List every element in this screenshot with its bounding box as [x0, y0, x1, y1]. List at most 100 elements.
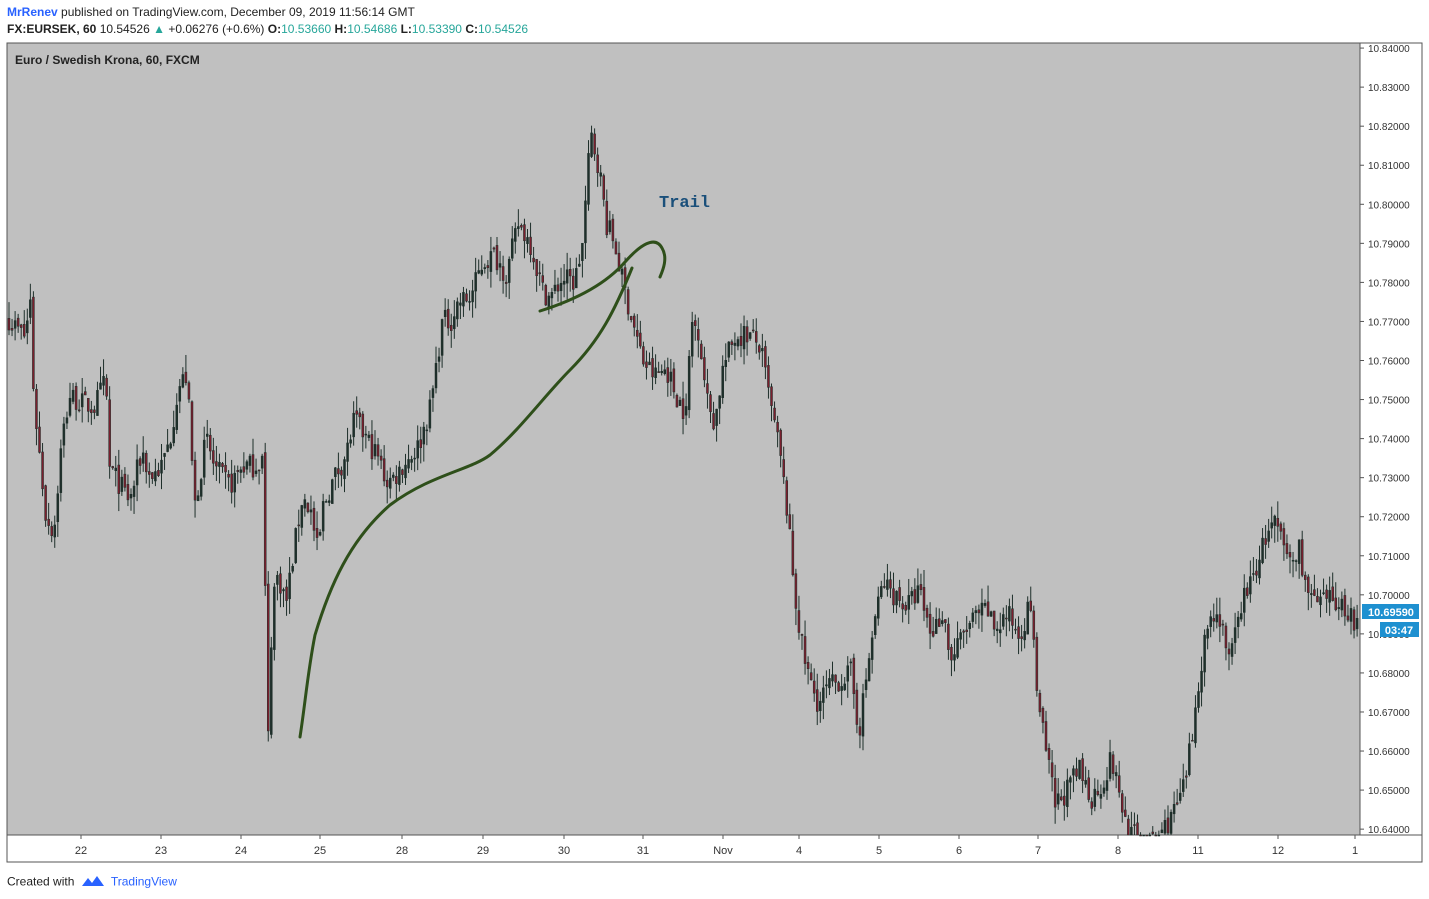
candle-body	[1273, 515, 1276, 526]
candle-body	[1322, 592, 1325, 594]
candle-body	[1114, 772, 1118, 777]
candle-50	[160, 444, 163, 490]
candle-body	[889, 579, 892, 589]
time-axis[interactable]	[6, 834, 1423, 863]
candle-body	[1014, 628, 1017, 631]
candle-body	[535, 259, 538, 277]
x-tick-label-4: 28	[396, 845, 408, 857]
candle-body	[633, 315, 636, 328]
candle-body	[901, 603, 904, 610]
candle-body	[422, 426, 426, 445]
candle-body	[883, 586, 886, 588]
candle-body	[992, 610, 996, 630]
candle-387	[1188, 732, 1191, 777]
candle-body	[742, 326, 746, 350]
candle-body	[898, 587, 901, 601]
candle-360	[1105, 767, 1109, 800]
candle-158	[489, 236, 493, 288]
publish-info: MrRenev published on TradingView.com, De…	[7, 5, 415, 19]
candle-body	[349, 439, 352, 444]
candle-215	[663, 360, 666, 376]
candle-body	[568, 268, 572, 277]
candle-body	[562, 280, 566, 285]
candle-body	[224, 464, 227, 473]
candle-body	[843, 683, 846, 691]
candle-221	[681, 381, 685, 435]
candle-21	[71, 383, 75, 405]
price-axis[interactable]	[1359, 42, 1423, 836]
candle-40	[129, 488, 133, 511]
candle-67	[212, 437, 215, 475]
candle-105	[328, 494, 331, 507]
candle-37	[120, 469, 124, 496]
candle-117	[364, 425, 368, 449]
candle-body	[209, 434, 212, 452]
candle-body	[328, 500, 331, 503]
candle-body	[108, 399, 111, 467]
candle-body	[825, 684, 828, 687]
candle-body	[599, 172, 602, 177]
candle-35	[114, 455, 117, 487]
candle-body	[1020, 636, 1023, 639]
candle-122	[379, 449, 383, 470]
candle-51	[163, 452, 166, 470]
candle-88	[276, 570, 279, 601]
candle-body	[962, 630, 965, 633]
candle-body	[687, 356, 691, 411]
candle-body	[1145, 834, 1148, 837]
candle-body	[315, 528, 319, 538]
candle-440	[1349, 597, 1353, 635]
candle-58	[184, 354, 188, 386]
candle-body	[721, 365, 724, 398]
candle-body	[666, 367, 670, 383]
candle-body	[1066, 779, 1069, 807]
candle-body	[35, 388, 38, 430]
candle-172	[532, 246, 535, 270]
candle-body	[669, 371, 673, 382]
candle-302	[928, 602, 932, 650]
candle-body	[709, 394, 712, 413]
candle-48	[154, 458, 157, 487]
candle-body	[443, 309, 447, 318]
candle-266	[819, 691, 822, 723]
candle-145	[450, 313, 453, 348]
candle-130	[404, 453, 407, 485]
candle-body	[1215, 614, 1219, 623]
candle-body	[947, 623, 950, 650]
candle-body	[80, 393, 84, 408]
candle-52	[166, 429, 169, 453]
candle-131	[407, 444, 410, 474]
candle-body	[703, 357, 706, 381]
candle-82	[257, 469, 261, 485]
candle-269	[828, 668, 831, 696]
candle-365	[1121, 789, 1124, 823]
candle-body	[1267, 530, 1270, 542]
candle-101	[315, 511, 319, 551]
candle-body	[47, 518, 50, 526]
candle-439	[1346, 604, 1350, 623]
candle-28	[93, 405, 96, 420]
candle-body	[529, 236, 532, 255]
candle-223	[687, 350, 691, 419]
candle-body	[1121, 793, 1124, 813]
candle-277	[852, 653, 856, 709]
candle-body	[617, 252, 621, 272]
x-tick-label-2: 24	[235, 845, 247, 857]
candle-47	[151, 472, 154, 484]
candle-432	[1325, 584, 1328, 613]
candle-body	[1108, 752, 1112, 779]
author-link[interactable]: MrRenev	[7, 5, 58, 19]
candle-body	[1264, 538, 1267, 545]
candle-361	[1108, 739, 1112, 782]
candle-body	[1188, 743, 1191, 776]
candle-78	[245, 459, 249, 475]
candle-body	[645, 361, 648, 368]
candle-270	[831, 661, 834, 687]
candle-body	[913, 589, 917, 604]
trail-uptrend-line	[298, 266, 634, 739]
tradingview-link[interactable]: TradingView	[110, 874, 177, 889]
candle-body	[1197, 691, 1200, 708]
candle-60	[190, 400, 194, 466]
plot-area[interactable]	[6, 42, 1361, 836]
